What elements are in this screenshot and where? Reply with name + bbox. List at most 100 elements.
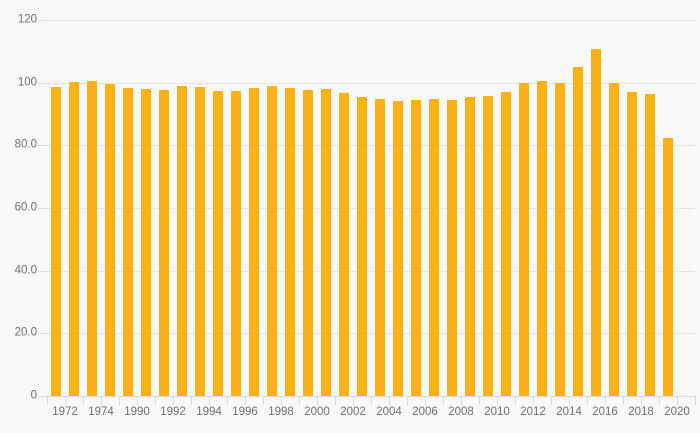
gridline: [47, 270, 695, 272]
x-axis-tick-label: 2008: [448, 406, 474, 418]
bar: [122, 88, 134, 396]
bar: [446, 100, 458, 396]
bar: [626, 92, 638, 396]
bar: [266, 86, 278, 396]
bar: [464, 97, 476, 396]
x-axis-minor-tick-mark: [497, 396, 498, 405]
y-axis-tick-label: 60.0: [14, 201, 37, 214]
x-axis-minor-tick-mark: [641, 396, 642, 405]
x-axis-tick-mark: [695, 396, 696, 405]
bar: [662, 138, 674, 396]
bars-layer: [47, 20, 695, 396]
bar: [50, 86, 62, 396]
bar: [194, 87, 206, 396]
bar: [248, 87, 260, 396]
x-axis-tick-label: 2004: [376, 406, 402, 418]
bar: [518, 83, 530, 396]
x-axis-minor-tick-mark: [425, 396, 426, 405]
y-axis-tick-mark: [38, 208, 47, 209]
x-axis-tick-mark: [371, 396, 372, 405]
bar: [230, 91, 242, 396]
x-axis-tick-mark: [587, 396, 588, 405]
x-axis: 1972 1974 1990 1992 1994 1996 1998 2000 2002 2004…: [47, 396, 696, 433]
bar: [392, 100, 404, 396]
x-axis-tick-label: 1990: [124, 406, 150, 418]
gridline: [47, 208, 695, 209]
bar: [590, 49, 602, 396]
x-axis-tick-label: 2010: [484, 406, 510, 418]
x-axis-tick-label: 2018: [628, 406, 654, 418]
x-axis-tick-mark: [335, 396, 336, 405]
bar: [644, 93, 656, 396]
x-axis-tick-label: 2000: [304, 406, 330, 418]
x-axis-tick-label: 1996: [232, 406, 258, 418]
bar: [302, 90, 314, 396]
gridline: [47, 82, 695, 84]
bar: [284, 88, 296, 396]
x-axis-minor-tick-mark: [533, 396, 534, 405]
x-axis-tick-label: 1972: [52, 406, 78, 418]
bar: [140, 88, 152, 396]
y-axis-tick-mark: [38, 396, 47, 397]
bar: [608, 82, 620, 396]
x-axis-tick-label: 1994: [196, 406, 222, 418]
bar: [104, 83, 116, 396]
bar: [212, 90, 224, 396]
y-axis-tick-mark: [38, 270, 47, 272]
x-axis-tick-label: 2002: [340, 406, 366, 418]
bar: [86, 81, 98, 396]
x-axis-minor-tick-mark: [317, 396, 318, 405]
bar: [68, 82, 80, 396]
y-axis-tick-mark: [38, 82, 47, 84]
x-axis-tick-mark: [299, 396, 300, 405]
x-axis-tick-label: 1974: [88, 406, 114, 418]
y-axis-tick-label: 120: [17, 13, 37, 26]
x-axis-tick-label: 2012: [520, 406, 546, 418]
x-axis-tick-mark: [47, 396, 48, 405]
x-axis-tick-mark: [443, 396, 444, 405]
bar: [428, 98, 440, 396]
x-axis-tick-mark: [155, 396, 156, 405]
y-axis-tick-label: 100: [17, 75, 37, 88]
x-axis-tick-mark: [515, 396, 516, 405]
x-axis-tick-mark: [479, 396, 480, 405]
y-axis-tick-mark: [38, 20, 47, 21]
y-axis-tick-label: 80.0: [14, 138, 37, 151]
x-axis-tick-mark: [263, 396, 264, 405]
x-axis-minor-tick-mark: [353, 396, 354, 405]
gridline: [47, 145, 695, 147]
x-axis-tick-label: 2016: [592, 406, 618, 418]
x-axis-tick-label: 1998: [268, 406, 294, 418]
x-axis-minor-tick-mark: [569, 396, 570, 405]
x-axis-tick-mark: [83, 396, 84, 405]
bar: [176, 86, 188, 396]
bar: [536, 81, 548, 396]
x-axis-tick-label: 1992: [160, 406, 186, 418]
bar: [482, 95, 494, 396]
y-axis-tick-label: 0: [30, 389, 37, 402]
bar: [554, 82, 566, 396]
x-axis-minor-tick-mark: [389, 396, 390, 405]
x-axis-minor-tick-mark: [65, 396, 66, 405]
y-axis-tick-mark: [38, 333, 47, 335]
x-axis-tick-mark: [191, 396, 192, 405]
y-axis-tick-mark: [38, 145, 47, 147]
plot-area: [47, 20, 695, 397]
x-axis-tick-mark: [407, 396, 408, 405]
x-axis-tick-label: 2006: [412, 406, 438, 418]
bar: [572, 67, 584, 396]
x-axis-minor-tick-mark: [101, 396, 102, 405]
x-axis-tick-mark: [119, 396, 120, 405]
x-axis-tick-mark: [659, 396, 660, 405]
bar: [410, 99, 422, 396]
x-axis-minor-tick-mark: [245, 396, 246, 405]
x-axis-minor-tick-mark: [281, 396, 282, 405]
bar: [374, 98, 386, 396]
x-axis-tick-label: 2014: [556, 406, 582, 418]
bar: [356, 96, 368, 396]
x-axis-minor-tick-mark: [173, 396, 174, 405]
x-axis-minor-tick-mark: [137, 396, 138, 405]
x-axis-tick-label: 2020: [664, 406, 690, 418]
x-axis-tick-mark: [551, 396, 552, 405]
